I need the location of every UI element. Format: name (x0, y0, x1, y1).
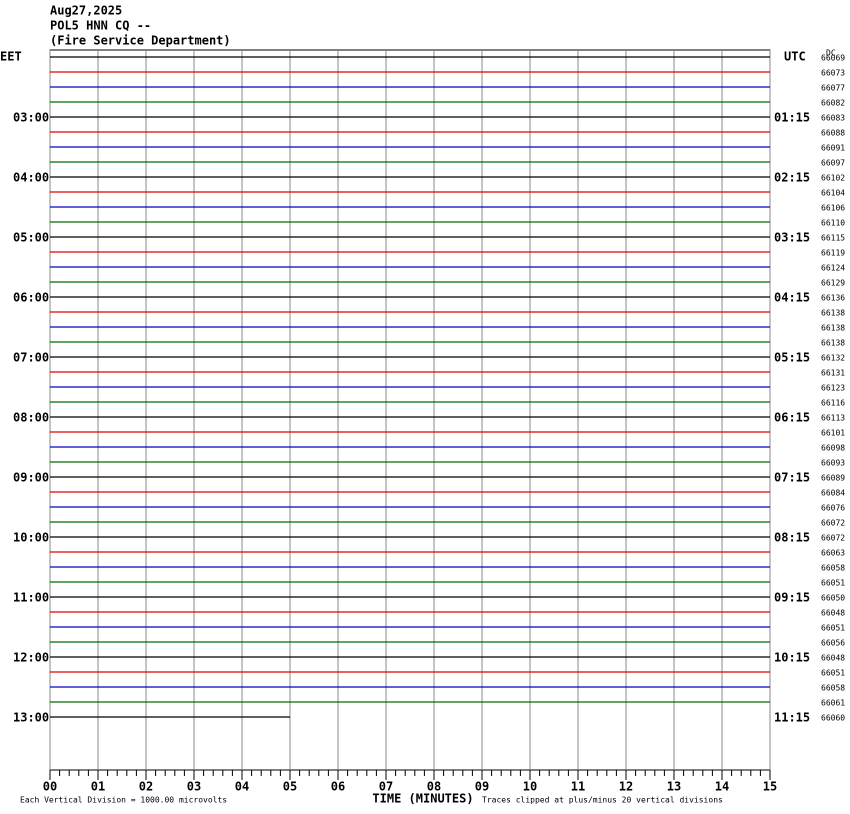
left-time-label: 06:00 (13, 291, 49, 305)
dc-offset: 66124 (821, 264, 845, 273)
title-line: Aug27,2025 (50, 4, 122, 18)
footer-right: Traces clipped at plus/minus 20 vertical… (482, 796, 723, 805)
dc-offset: 66113 (821, 414, 845, 423)
x-tick-label: 01 (91, 780, 105, 794)
dc-offset: 66088 (821, 129, 845, 138)
x-tick-label: 02 (139, 780, 153, 794)
dc-offset: 66131 (821, 369, 845, 378)
dc-offset: 66083 (821, 114, 845, 123)
plot-frame (49, 49, 771, 771)
dc-offset: 66082 (821, 99, 845, 108)
dc-offset: 66123 (821, 384, 845, 393)
dc-offset: 66072 (821, 534, 845, 543)
dc-offset: 66077 (821, 84, 845, 93)
dc-offset: 66097 (821, 159, 845, 168)
right-time-label: 02:15 (774, 171, 810, 185)
footer-left: Each Vertical Division = 1000.00 microvo… (20, 796, 227, 805)
x-tick-label: 12 (619, 780, 633, 794)
x-tick-label: 07 (379, 780, 393, 794)
dc-offset: 66060 (821, 714, 845, 723)
title-line: POL5 HNN CQ -- (50, 19, 151, 33)
right-time-label: 01:15 (774, 111, 810, 125)
dc-offset: 66076 (821, 504, 845, 513)
left-time-label: 10:00 (13, 531, 49, 545)
x-tick-label: 14 (715, 780, 729, 794)
x-tick-label: 13 (667, 780, 681, 794)
dc-offset: 66101 (821, 429, 845, 438)
right-time-label: 07:15 (774, 471, 810, 485)
x-tick-label: 06 (331, 780, 345, 794)
right-axis-label: UTC (784, 50, 806, 64)
dc-offset: 66115 (821, 234, 845, 243)
left-axis-label: EET (0, 50, 22, 64)
left-time-label: 04:00 (13, 171, 49, 185)
right-time-label: 03:15 (774, 231, 810, 245)
x-tick-label: 09 (475, 780, 489, 794)
dc-offset: 66104 (821, 189, 845, 198)
right-time-label: 10:15 (774, 651, 810, 665)
dc-header: DC (826, 49, 836, 58)
dc-offset: 66106 (821, 204, 845, 213)
x-tick-label: 08 (427, 780, 441, 794)
left-time-label: 12:00 (13, 651, 49, 665)
dc-offset: 66063 (821, 549, 845, 558)
dc-offset: 66138 (821, 324, 845, 333)
title-line: (Fire Service Department) (50, 34, 231, 48)
right-time-label: 05:15 (774, 351, 810, 365)
dc-offset: 66051 (821, 579, 845, 588)
x-tick-label: 05 (283, 780, 297, 794)
dc-offset: 66058 (821, 684, 845, 693)
dc-offset: 66138 (821, 339, 845, 348)
dc-offset: 66056 (821, 639, 845, 648)
dc-offset: 66102 (821, 174, 845, 183)
dc-offset: 66058 (821, 564, 845, 573)
dc-offset: 66084 (821, 489, 845, 498)
x-tick-label: 03 (187, 780, 201, 794)
dc-offset: 66116 (821, 399, 845, 408)
x-tick-label: 11 (571, 780, 585, 794)
dc-offset: 66093 (821, 459, 845, 468)
x-tick-label: 15 (763, 780, 777, 794)
left-time-label: 13:00 (13, 711, 49, 725)
left-time-label: 09:00 (13, 471, 49, 485)
dc-offset: 66119 (821, 249, 845, 258)
left-time-label: 08:00 (13, 411, 49, 425)
dc-offset: 66132 (821, 354, 845, 363)
right-time-label: 08:15 (774, 531, 810, 545)
dc-offset: 66050 (821, 594, 845, 603)
dc-offset: 66051 (821, 624, 845, 633)
dc-offset: 66048 (821, 609, 845, 618)
dc-offset: 66098 (821, 444, 845, 453)
left-time-label: 07:00 (13, 351, 49, 365)
dc-offset: 66129 (821, 279, 845, 288)
dc-offset: 66110 (821, 219, 845, 228)
left-time-label: 11:00 (13, 591, 49, 605)
dc-offset: 66136 (821, 294, 845, 303)
x-tick-label: 00 (43, 780, 57, 794)
dc-offset: 66089 (821, 474, 845, 483)
right-time-label: 04:15 (774, 291, 810, 305)
right-time-label: 11:15 (774, 711, 810, 725)
dc-offset: 66073 (821, 69, 845, 78)
dc-offset: 66072 (821, 519, 845, 528)
dc-offset: 66061 (821, 699, 845, 708)
dc-offset: 66048 (821, 654, 845, 663)
left-time-label: 05:00 (13, 231, 49, 245)
dc-offset: 66138 (821, 309, 845, 318)
right-time-label: 06:15 (774, 411, 810, 425)
dc-offset: 66069 (821, 54, 845, 63)
x-tick-label: 10 (523, 780, 537, 794)
right-time-label: 09:15 (774, 591, 810, 605)
dc-offset: 66091 (821, 144, 845, 153)
x-tick-label: 04 (235, 780, 249, 794)
x-axis-label: TIME (MINUTES) (372, 792, 473, 806)
left-time-label: 03:00 (13, 111, 49, 125)
dc-offset: 66051 (821, 669, 845, 678)
